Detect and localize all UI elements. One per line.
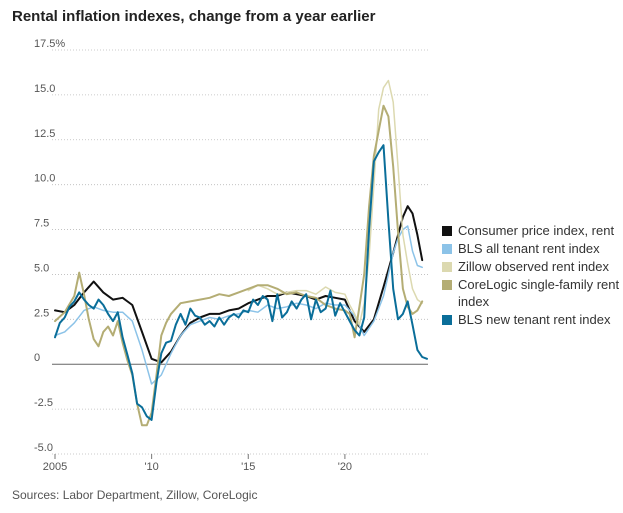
- y-tick-label: 10.0: [34, 173, 55, 185]
- legend-label: CoreLogic single-family rent index: [458, 277, 620, 309]
- series-line-4: [54, 144, 428, 421]
- x-tick-label: '15: [241, 461, 255, 473]
- x-tick-label: '10: [144, 461, 158, 473]
- legend-label: BLS all tenant rent index: [458, 241, 600, 256]
- series-line-0: [54, 205, 424, 364]
- legend-label: Zillow observed rent index: [458, 259, 610, 274]
- y-tick-label: 15.0: [34, 83, 55, 95]
- legend-item: CoreLogic single-family rent index: [442, 276, 622, 310]
- legend-swatch: [442, 262, 452, 272]
- legend-item: BLS all tenant rent index: [442, 240, 622, 257]
- legend-swatch: [442, 244, 452, 254]
- source-note: Sources: Labor Department, Zillow, CoreL…: [12, 488, 258, 502]
- chart-title: Rental inflation indexes, change from a …: [12, 8, 376, 25]
- legend-swatch: [442, 226, 452, 236]
- legend-item: BLS new tenant rent index: [442, 311, 622, 328]
- axes: [54, 454, 346, 459]
- legend-swatch: [442, 280, 452, 290]
- tick-labels: 17.5% 15.0 12.5 10.0 7.5 5.0 2.5 0 -2.5 -5.0 2005 '…: [34, 38, 352, 473]
- series-lines: [54, 79, 428, 427]
- series-line-2: [247, 79, 423, 326]
- grid-lines: [52, 49, 428, 455]
- legend-label: Consumer price index, rent: [458, 223, 615, 238]
- y-tick-label: 7.5: [34, 218, 49, 230]
- x-tick-label: 2005: [43, 461, 67, 473]
- legend-item: Zillow observed rent index: [442, 258, 622, 275]
- y-tick-label: 2.5: [34, 307, 49, 319]
- legend-item: Consumer price index, rent: [442, 222, 622, 239]
- series-line-1: [54, 225, 423, 385]
- y-tick-label: 17.5%: [34, 38, 65, 50]
- y-tick-label: 5.0: [34, 262, 49, 274]
- y-tick-label: 0: [34, 352, 40, 364]
- series-line-3: [54, 104, 424, 427]
- legend-label: BLS new tenant rent index: [458, 312, 611, 327]
- legend: Consumer price index, rent BLS all tenant…: [442, 222, 622, 329]
- y-tick-label: 12.5: [34, 128, 55, 140]
- y-tick-label: -5.0: [34, 442, 53, 454]
- legend-swatch: [442, 315, 452, 325]
- x-tick-label: '20: [338, 461, 352, 473]
- y-tick-label: -2.5: [34, 397, 53, 409]
